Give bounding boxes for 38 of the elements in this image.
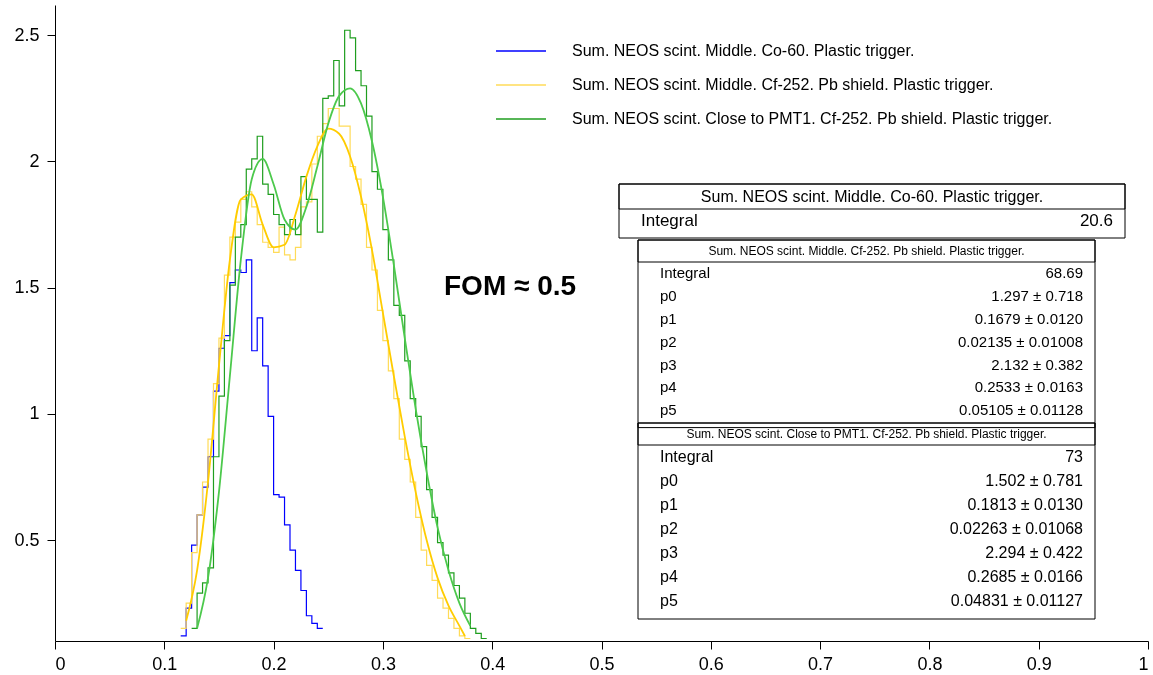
- text: p5 0.05105 ± 0.01128: [660, 401, 1083, 419]
- x-tick-label: 0.6: [698, 653, 724, 674]
- x-tick-label: 0.3: [370, 653, 396, 674]
- annotation: Sum. NEOS scint. Close to PMT1. Cf-252. Pb shield. Plastic trigger.: [686, 427, 1047, 441]
- annotation: Sum. NEOS scint. Middle. Co-60. Plastic trigger.: [700, 187, 1044, 205]
- y-tick-label: 0.5: [14, 529, 40, 550]
- text: p3 2.132 ± 0.382: [660, 355, 1083, 373]
- x-tick-label: 0.9: [1026, 653, 1052, 674]
- annotation: Sum. NEOS scint. Middle. Cf-252. Pb shield. Plastic trigger.: [708, 244, 1025, 258]
- text: p0 1.502 ± 0.781: [660, 472, 1083, 489]
- y-tick-label: 1: [29, 403, 40, 424]
- text: p4 0.2533 ± 0.0163: [660, 378, 1083, 396]
- text: p5 0.04831 ± 0.01127: [660, 592, 1083, 609]
- x-tick-label: 0.5: [589, 653, 615, 674]
- x-tick-label: 1: [1138, 653, 1149, 674]
- annotation: FOM ≈ 0.5: [444, 270, 577, 301]
- text: p1 0.1679 ± 0.0120: [660, 310, 1083, 327]
- text: p3 2.294 ± 0.422: [660, 544, 1083, 561]
- x-tick-label: 0.4: [480, 653, 506, 674]
- text: p2 0.02135 ± 0.01008: [660, 332, 1083, 350]
- text: p0 1.297 ± 0.718: [660, 287, 1083, 305]
- y-tick-label: 1.5: [14, 277, 40, 298]
- text: Integral 68.69: [660, 264, 1083, 282]
- legend-label: Sum. NEOS scint. Close to PMT1. Cf-252. Pb shield. Plastic trigger.: [572, 110, 1053, 127]
- x-tick-label: 0.8: [917, 653, 943, 674]
- text: p2 0.02263 ± 0.01068: [660, 520, 1083, 537]
- x-tick-label: 0.7: [808, 653, 834, 674]
- text: Integral 73: [660, 448, 1083, 465]
- y-tick-label: 2: [29, 150, 40, 171]
- x-tick-label: 0: [55, 653, 66, 674]
- legend-label: Sum. NEOS scint. Middle. Co-60. Plastic trigger.: [572, 42, 915, 59]
- legend-label: Sum. NEOS scint. Middle. Cf-252. Pb shield. Plastic trigger.: [572, 76, 994, 93]
- x-tick-label: 0.2: [261, 653, 287, 674]
- x-tick-label: 0.1: [152, 653, 178, 674]
- text: Integral 20.6: [641, 210, 1113, 230]
- y-tick-label: 2.5: [14, 24, 40, 45]
- text: p1 0.1813 ± 0.0130: [660, 496, 1083, 513]
- text: p4 0.2685 ± 0.0166: [660, 568, 1083, 585]
